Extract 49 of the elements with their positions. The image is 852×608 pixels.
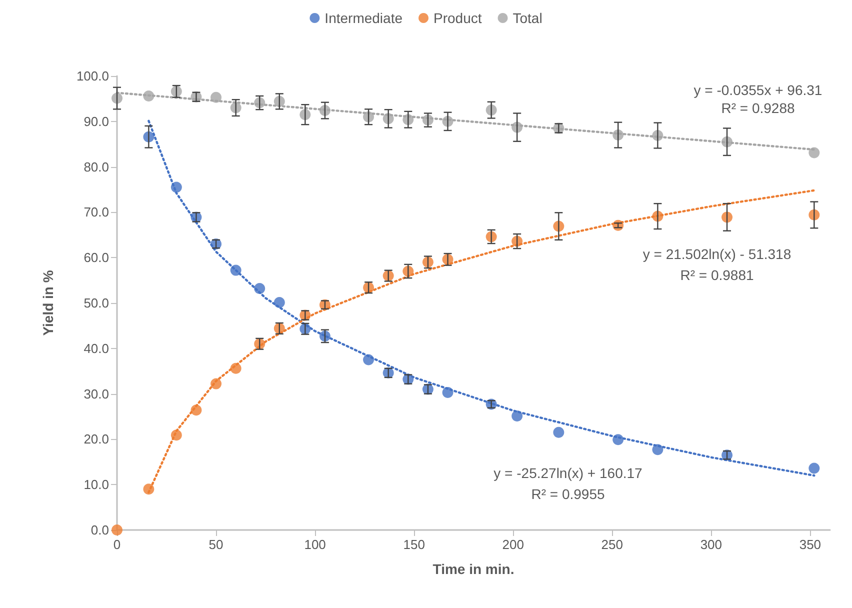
point [170, 430, 182, 441]
x-tick-label: 300 [700, 537, 722, 552]
annotation: R² = 0.9288 [721, 100, 795, 116]
point [652, 444, 664, 456]
point [143, 90, 154, 102]
x-tick-label: 150 [403, 537, 425, 552]
point [808, 147, 820, 158]
point [230, 264, 242, 276]
annotation: y = 21.502ln(x) - 51.318 [642, 246, 792, 262]
y-tick-label: 100.0 [76, 68, 109, 84]
y-tick-label: 90.0 [84, 114, 109, 129]
y-tick-label: 20.0 [84, 432, 109, 447]
x-tick-label: 250 [601, 537, 623, 552]
point [190, 404, 202, 416]
y-axis-title: Yield in % [40, 270, 56, 336]
y-tick-label: 50.0 [84, 296, 109, 310]
x-tick-label: 100 [304, 537, 326, 552]
y-tick-label: 10.0 [84, 477, 109, 492]
legend-label: Total [512, 10, 542, 26]
y-tick-label: 70.0 [84, 204, 109, 220]
point [143, 484, 154, 495]
point [442, 386, 454, 398]
annotation: R² = 0.9881 [680, 267, 754, 283]
y-tick-label: 40.0 [84, 340, 109, 356]
point [254, 282, 266, 294]
y-tick-label: 30.0 [84, 386, 109, 402]
point [612, 434, 624, 446]
x-tick-label: 0 [113, 537, 121, 552]
point [553, 426, 564, 438]
x-axis-title: Time in min. [432, 561, 514, 577]
legend-label: Product [434, 10, 482, 26]
x-tick-label: 350 [799, 537, 822, 552]
point [808, 462, 820, 474]
y-tick-label: 60.0 [84, 250, 109, 266]
y-tick-label: 80.0 [84, 159, 109, 174]
point [512, 410, 523, 422]
point [230, 362, 242, 374]
point [363, 354, 374, 366]
y-tick-label: 0.0 [90, 522, 109, 538]
point [274, 297, 285, 308]
annotation: y = -25.27ln(x) + 160.17 [494, 465, 643, 481]
point [210, 378, 222, 390]
x-tick-label: 200 [502, 537, 524, 552]
x-tick-label: 50 [208, 537, 224, 552]
annotation: R² = 0.9955 [531, 486, 605, 502]
point [210, 92, 222, 103]
legend-label: Intermediate [324, 10, 403, 26]
point [170, 182, 182, 193]
annotation: y = -0.0355x + 96.31 [694, 82, 822, 98]
